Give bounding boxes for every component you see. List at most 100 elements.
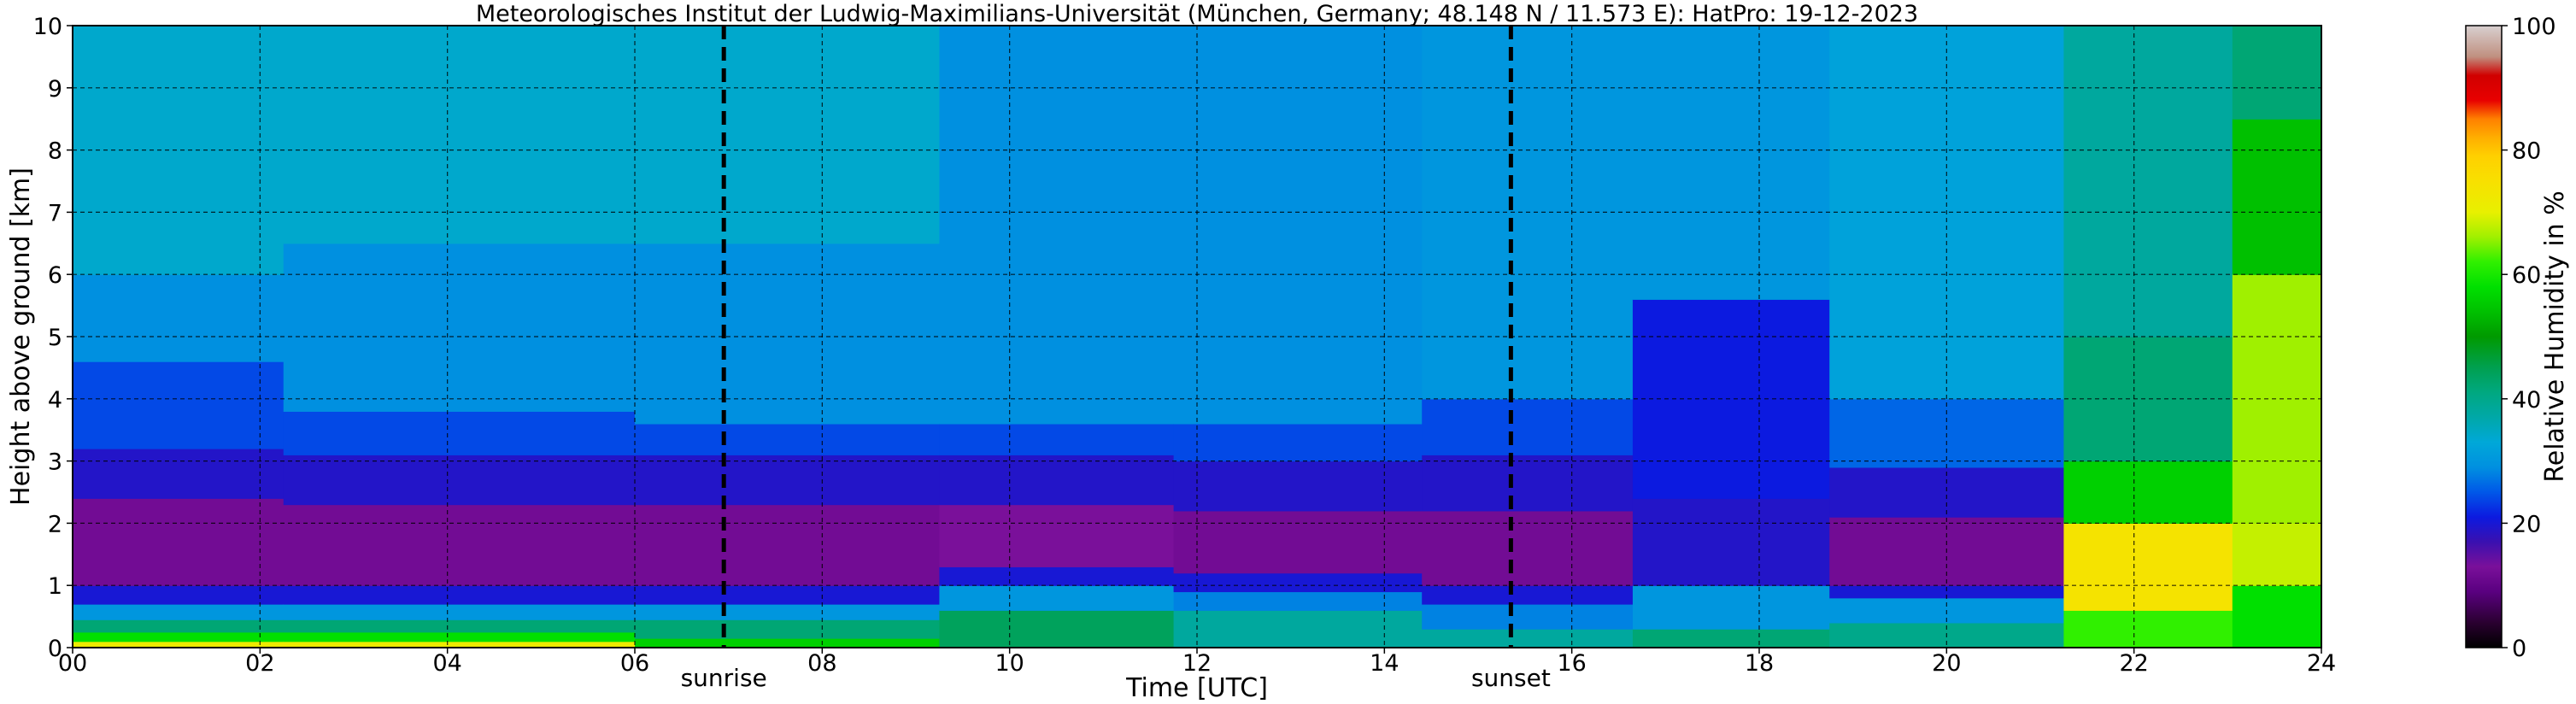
rh-cell <box>1173 26 1423 425</box>
colorbar-tick-label: 100 <box>2512 14 2556 40</box>
y-axis-label: Height above ground [km] <box>6 167 36 506</box>
chart-title: Meteorologisches Institut der Ludwig-Max… <box>476 1 1918 27</box>
rh-cell <box>1632 299 1830 499</box>
rh-cell <box>2063 523 2233 611</box>
rh-cell <box>1422 585 1634 605</box>
rh-cell <box>1173 461 1423 512</box>
rh-cell <box>1422 455 1634 512</box>
rh-cell <box>2063 610 2233 648</box>
rh-cell <box>635 26 941 244</box>
x-tick-label: 18 <box>1745 650 1774 677</box>
rh-cell <box>939 455 1175 506</box>
rh-cell <box>283 585 636 605</box>
rh-cell <box>283 619 636 633</box>
x-tick-label: 04 <box>432 650 461 677</box>
rh-cell <box>939 566 1175 586</box>
x-tick-label: 00 <box>58 650 87 677</box>
rh-cell <box>635 638 941 648</box>
rh-cell <box>1173 572 1423 593</box>
rh-cell <box>939 26 1175 425</box>
sunset-label: sunset <box>1471 664 1551 692</box>
y-tick-label: 1 <box>48 573 62 600</box>
colorbar-tick-label: 80 <box>2512 138 2541 165</box>
rh-cell <box>939 504 1175 567</box>
rh-cell <box>1422 510 1634 586</box>
x-tick-label: 06 <box>620 650 649 677</box>
rh-cell <box>73 604 285 620</box>
humidity-field <box>73 26 2321 648</box>
y-tick-label: 6 <box>48 262 62 289</box>
x-tick-label: 10 <box>995 650 1024 677</box>
rh-cell <box>1632 26 1830 300</box>
rh-cell <box>635 504 941 586</box>
y-axis-ticks: 0 1 2 3 4 5 6 7 8 9 10 <box>33 14 73 662</box>
grid <box>73 26 2321 648</box>
rh-cell <box>1173 610 1423 648</box>
rh-cell <box>2232 26 2321 120</box>
rh-cell <box>73 274 285 362</box>
rh-cell <box>2063 461 2233 524</box>
rh-cell <box>283 631 636 642</box>
rh-cell <box>73 498 285 586</box>
rh-cell <box>939 585 1175 611</box>
colorbar-label: Relative Humidity in % <box>2540 191 2570 482</box>
rh-cell <box>73 26 285 275</box>
colorbar-frame <box>2465 25 2503 648</box>
sunrise-label: sunrise <box>681 664 767 692</box>
colorbar-tick-label: 60 <box>2512 262 2541 289</box>
rh-cell <box>283 641 636 648</box>
x-tick-label: 22 <box>2119 650 2148 677</box>
x-tick-label: 02 <box>245 650 274 677</box>
x-tick-label: 20 <box>1932 650 1961 677</box>
rh-cell <box>635 243 941 425</box>
rh-cell <box>1422 398 1634 455</box>
rh-cell <box>1632 585 1830 630</box>
rh-cell <box>2232 274 2321 524</box>
rh-cell <box>1173 591 1423 611</box>
rh-cell <box>283 411 636 455</box>
rh-cell <box>635 604 941 620</box>
rh-cell <box>1422 604 1634 630</box>
colorbar-tick-label: 40 <box>2512 387 2541 414</box>
rh-cell <box>1422 629 1634 648</box>
rh-cell <box>635 619 941 639</box>
rh-cell <box>1829 585 2065 599</box>
x-axis-ticks: 00 02 04 06 08 10 12 14 16 18 20 22 24 <box>58 648 2336 677</box>
colorbar: 0 20 40 60 80 100 Relative Humidity in % <box>2465 14 2570 662</box>
rh-cell <box>283 604 636 620</box>
rh-cell <box>73 641 285 648</box>
rh-cell <box>1173 510 1423 574</box>
rh-cell <box>635 423 941 455</box>
colorbar-ticks: 0 20 40 60 80 100 <box>2502 14 2556 662</box>
rh-cell <box>283 504 636 586</box>
y-tick-label: 0 <box>48 636 62 662</box>
rh-cell <box>1173 423 1423 462</box>
rh-cell <box>283 455 636 506</box>
y-tick-label: 2 <box>48 511 62 537</box>
y-tick-label: 9 <box>48 76 62 103</box>
x-tick-label: 08 <box>807 650 836 677</box>
x-tick-label: 24 <box>2307 650 2336 677</box>
rh-cell <box>73 585 285 605</box>
rh-cell <box>939 610 1175 648</box>
rh-cell <box>283 243 636 412</box>
y-tick-label: 8 <box>48 138 62 165</box>
y-tick-label: 5 <box>48 325 62 351</box>
x-tick-label: 14 <box>1370 650 1399 677</box>
colorbar-tick-label: 0 <box>2512 636 2526 662</box>
y-tick-label: 10 <box>33 14 62 40</box>
y-tick-label: 7 <box>48 200 62 226</box>
colorbar-tick-label: 20 <box>2512 511 2541 537</box>
rh-cell <box>73 361 285 449</box>
rh-cell <box>2232 585 2321 648</box>
sun-events: sunrise sunset <box>681 26 1551 692</box>
rh-cell <box>73 619 285 633</box>
y-tick-label: 3 <box>48 449 62 476</box>
rh-cell <box>2232 523 2321 586</box>
rh-cell <box>2232 119 2321 275</box>
rh-cell <box>1632 629 1830 648</box>
x-tick-label: 12 <box>1182 650 1212 677</box>
y-tick-label: 4 <box>48 387 62 414</box>
rh-cell <box>73 631 285 642</box>
